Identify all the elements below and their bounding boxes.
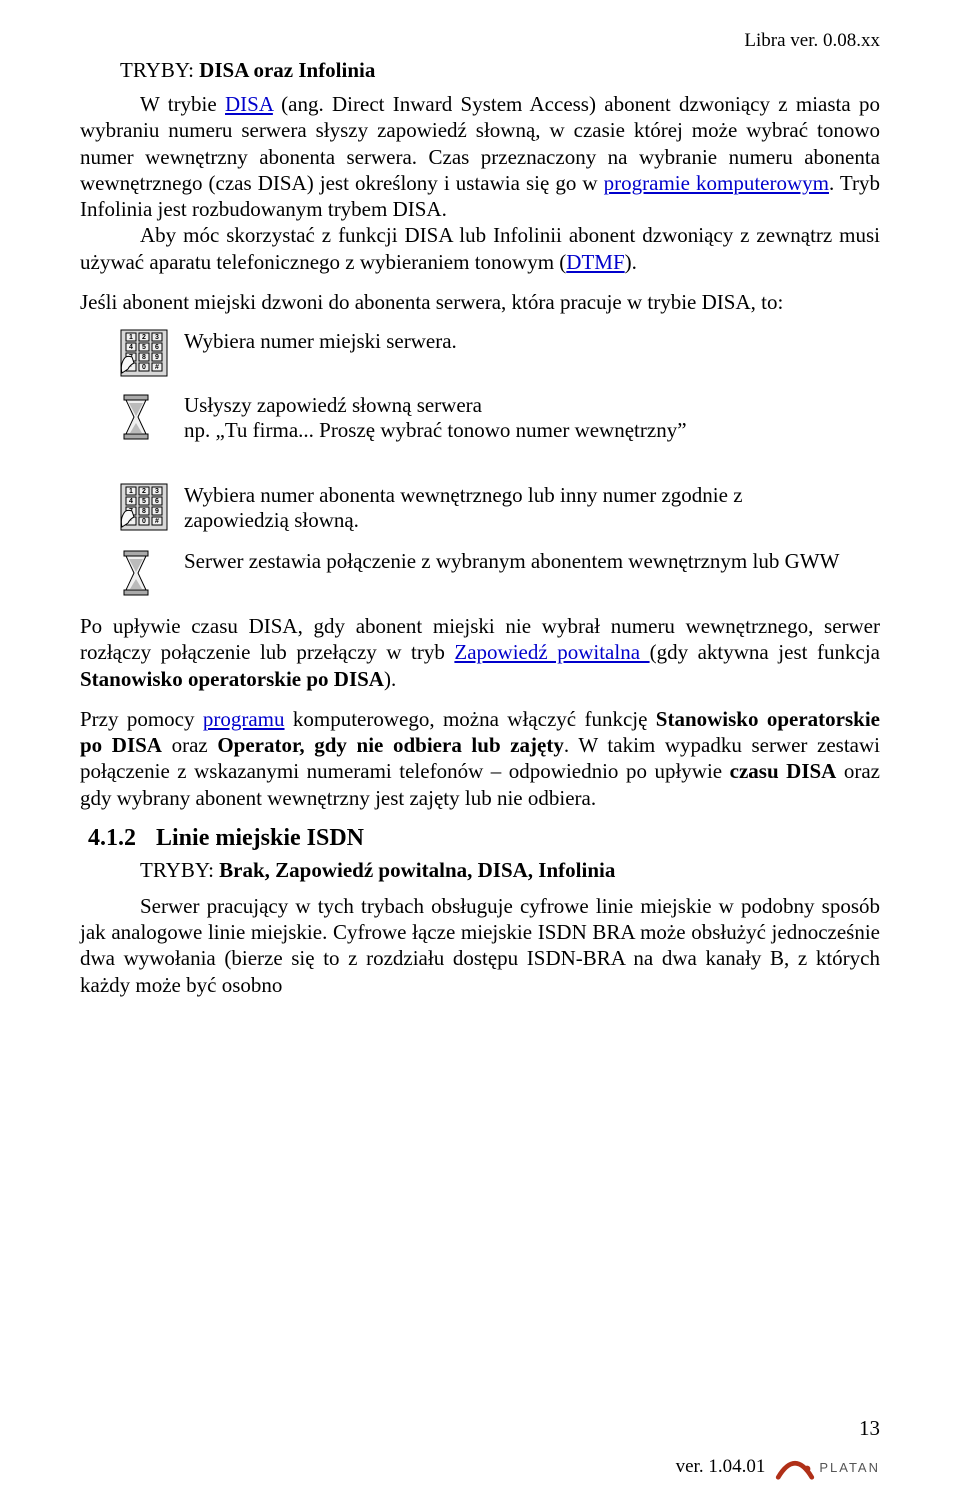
hourglass-icon — [120, 393, 168, 441]
step-4-text: Serwer zestawia połączenie z wybranym ab… — [184, 549, 864, 574]
step2-line2: np. „Tu firma... Proszę wybrać tonowo nu… — [184, 418, 687, 442]
link-dtmf[interactable]: DTMF — [566, 250, 624, 274]
step-1-text: Wybiera numer miejski serwera. — [184, 329, 864, 354]
link-programu[interactable]: programu — [203, 707, 285, 731]
paragraph-2: Aby móc skorzystać z funkcji DISA lub In… — [80, 222, 880, 275]
footer-version: ver. 1.04.01 — [676, 1456, 766, 1478]
header-version: Libra ver. 0.08.xx — [80, 30, 880, 52]
p4-bold: Stanowisko operatorskie po DISA — [80, 667, 384, 691]
paragraph-5: Przy pomocy programu komputerowego, możn… — [80, 706, 880, 811]
keypad-icon — [120, 483, 168, 531]
paragraph-4: Po upływie czasu DISA, gdy abonent miejs… — [80, 613, 880, 692]
step-row-2: Usłyszy zapowiedź słowną serwera np. „Tu… — [120, 393, 880, 443]
document-page: Libra ver. 0.08.xx TRYBY: DISA oraz Info… — [0, 0, 960, 1501]
p5-text-c: oraz — [162, 733, 217, 757]
p4-text-b: (gdy aktywna jest funkcja — [650, 640, 880, 664]
page-footer: 13 ver. 1.04.01 PLATAN — [80, 1453, 880, 1481]
paragraph-isdn: Serwer pracujący w tych trybach obsługuj… — [80, 893, 880, 998]
step-row-1: Wybiera numer miejski serwera. — [120, 329, 880, 377]
tryby-bold: DISA oraz Infolinia — [199, 58, 375, 82]
platan-logo: PLATAN — [775, 1453, 880, 1481]
p5-bold3: czasu DISA — [730, 759, 837, 783]
hourglass-icon — [120, 549, 168, 597]
step-2-text: Usłyszy zapowiedź słowną serwera np. „Tu… — [184, 393, 864, 443]
p5-text-b: komputerowego, można włączyć funkcję — [285, 707, 656, 731]
page-number: 13 — [859, 1416, 880, 1441]
step2-line1: Usłyszy zapowiedź słowną serwera — [184, 393, 482, 417]
heading-title: Linie miejskie ISDN — [156, 825, 364, 851]
link-programie-komputerowym[interactable]: programie komputerowym — [604, 171, 829, 195]
step-3-text: Wybiera numer abonenta wewnętrznego lub … — [184, 483, 824, 533]
tryby-prefix: TRYBY: — [120, 58, 199, 82]
section-title-tryby: TRYBY: DISA oraz Infolinia — [120, 58, 880, 83]
p4-text-c: ). — [384, 667, 396, 691]
heading-number: 4.1.2 — [88, 825, 136, 851]
link-disa[interactable]: DISA — [225, 92, 273, 116]
p1-text-a: W trybie — [140, 92, 225, 116]
p2-text-a: Aby móc skorzystać z funkcji DISA lub In… — [80, 223, 880, 273]
p2-text-b: ). — [625, 250, 637, 274]
paragraph-3: Jeśli abonent miejski dzwoni do abonenta… — [80, 289, 880, 315]
tryby2-prefix: TRYBY: — [140, 858, 219, 882]
p5-text-a: Przy pomocy — [80, 707, 203, 731]
logo-text: PLATAN — [819, 1460, 880, 1475]
p5-bold2: Operator, gdy nie odbiera lub zajęty — [217, 733, 564, 757]
tryby-subtitle: TRYBY: Brak, Zapowiedź powitalna, DISA, … — [140, 858, 880, 883]
step-row-4: Serwer zestawia połączenie z wybranym ab… — [120, 549, 880, 597]
tryby2-bold: Brak, Zapowiedź powitalna, DISA, Infolin… — [219, 858, 615, 882]
keypad-icon — [120, 329, 168, 377]
step-row-3: Wybiera numer abonenta wewnętrznego lub … — [120, 483, 880, 533]
link-zapowiedz-powitalna[interactable]: Zapowiedź powitalna — [454, 640, 649, 664]
heading-4-1-2: 4.1.2 Linie miejskie ISDN — [88, 825, 880, 852]
paragraph-1: W trybie DISA (ang. Direct Inward System… — [80, 91, 880, 222]
